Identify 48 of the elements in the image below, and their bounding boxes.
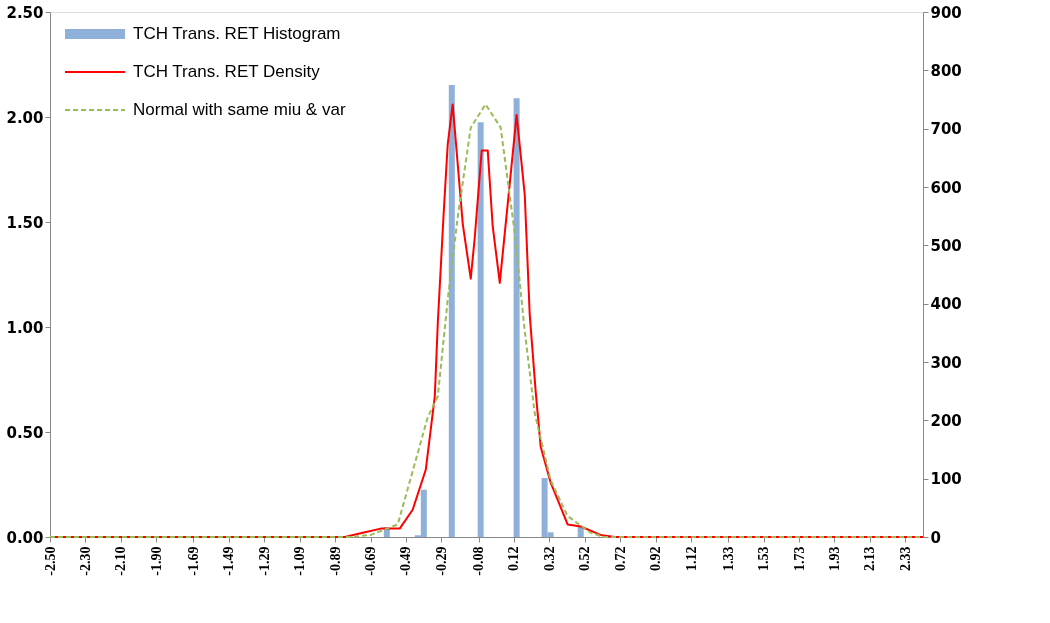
y-tick-label: 0.00 (6, 528, 44, 547)
y-tick-label: 1.50 (6, 213, 44, 232)
x-tick-label: -2.10 (113, 546, 129, 576)
legend-label: TCH Trans. RET Density (133, 62, 321, 81)
x-tick-label: -1.90 (148, 546, 164, 576)
x-tick-label: 2.13 (862, 546, 878, 571)
y2-tick-label: 900 (930, 3, 962, 22)
x-tick-label: -0.08 (471, 546, 487, 576)
y2-tick-label: 600 (930, 178, 962, 197)
y2-tick-label: 300 (930, 353, 962, 372)
x-tick-label: 1.12 (683, 546, 699, 571)
x-tick-label: -2.30 (77, 546, 93, 576)
x-tick-label: 0.92 (648, 546, 664, 571)
x-tick-label: 0.72 (612, 546, 628, 571)
x-tick-label: -2.50 (42, 546, 58, 576)
x-tick-label: 2.33 (897, 546, 913, 571)
y-tick-label: 2.50 (6, 3, 44, 22)
y2-tick-label: 100 (930, 470, 962, 489)
bar (577, 527, 584, 537)
x-tick-label: -1.69 (185, 546, 201, 576)
x-tick-label: -0.49 (398, 546, 414, 576)
y2-tick-label: 0 (930, 528, 941, 547)
bar (477, 122, 484, 537)
bar (513, 98, 520, 537)
x-tick-label: 0.52 (577, 546, 593, 571)
x-tick-label: 1.93 (826, 546, 842, 571)
y2-tick-label: 400 (930, 295, 962, 314)
y-tick-label: 1.00 (6, 318, 44, 337)
x-tick-label: -1.09 (292, 546, 308, 576)
x-tick-label: -1.29 (256, 546, 272, 576)
x-tick-label: 0.12 (506, 546, 522, 571)
y2-tick-label: 700 (930, 120, 962, 139)
y2-tick-label: 200 (930, 411, 962, 430)
x-tick-label: 0.32 (541, 546, 557, 571)
y-tick-label: 0.50 (6, 423, 44, 442)
x-tick-label: 1.53 (756, 546, 772, 571)
x-tick-label: -1.49 (221, 546, 237, 576)
y-tick-label: 2.00 (6, 108, 44, 127)
x-tick-label: -0.89 (327, 546, 343, 576)
y2-tick-label: 800 (930, 61, 962, 80)
bar (448, 84, 455, 537)
x-tick-label: -0.29 (433, 546, 449, 576)
x-tick-label: 1.33 (720, 546, 736, 571)
legend-label: Normal with same miu & var (133, 100, 346, 119)
x-tick-label: 1.73 (791, 546, 807, 571)
legend-label: TCH Trans. RET Histogram (133, 24, 341, 43)
x-tick-label: -0.69 (363, 546, 379, 576)
y2-tick-label: 500 (930, 236, 962, 255)
